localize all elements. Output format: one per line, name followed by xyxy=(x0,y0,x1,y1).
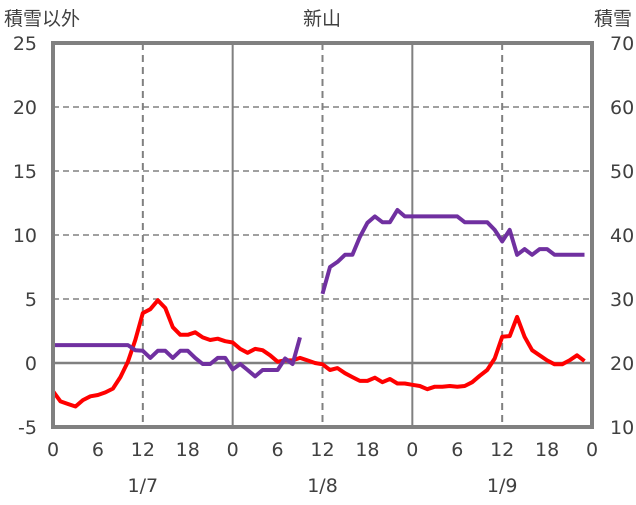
left-tick-label: -5 xyxy=(18,417,37,439)
x-tick-label: 18 xyxy=(355,439,379,461)
x-tick-label: 6 xyxy=(272,439,284,461)
left-tick-label: 20 xyxy=(13,97,37,119)
left-tick-label: 25 xyxy=(13,33,37,55)
x-tick-label: 12 xyxy=(490,439,514,461)
plot-frame xyxy=(51,41,594,429)
x-tick-label: 6 xyxy=(92,439,104,461)
right-tick-label: 50 xyxy=(610,161,634,183)
snow-depth-series-line xyxy=(53,336,302,379)
right-tick-label: 40 xyxy=(610,225,634,247)
x-tick-label: 0 xyxy=(586,439,598,461)
right-tick-label: 20 xyxy=(610,353,634,375)
left-tick-label: 10 xyxy=(13,225,37,247)
x-tick-label: 18 xyxy=(535,439,559,461)
chart-title: 新山 xyxy=(303,8,341,30)
non-snow-series-line xyxy=(51,298,586,409)
left-axis-label: 積雪以外 xyxy=(4,8,80,30)
x-tick-label: 0 xyxy=(406,439,418,461)
x-tick-label: 0 xyxy=(47,439,59,461)
right-axis-label: 積雪 xyxy=(594,8,632,30)
snow-depth-series-line xyxy=(320,208,585,295)
x-tick-label: 6 xyxy=(451,439,463,461)
date-label: 1/9 xyxy=(487,475,518,497)
left-tick-label: 5 xyxy=(25,289,37,311)
right-tick-label: 70 xyxy=(610,33,634,55)
x-tick-label: 18 xyxy=(176,439,200,461)
date-label: 1/7 xyxy=(128,475,159,497)
x-tick-label: 0 xyxy=(227,439,239,461)
right-tick-label: 30 xyxy=(610,289,634,311)
x-tick-label: 12 xyxy=(310,439,334,461)
right-tick-label: 10 xyxy=(610,417,634,439)
right-tick-label: 60 xyxy=(610,97,634,119)
x-tick-label: 12 xyxy=(131,439,155,461)
left-tick-label: 0 xyxy=(25,353,37,375)
date-label: 1/8 xyxy=(307,475,338,497)
left-tick-label: 15 xyxy=(13,161,37,183)
